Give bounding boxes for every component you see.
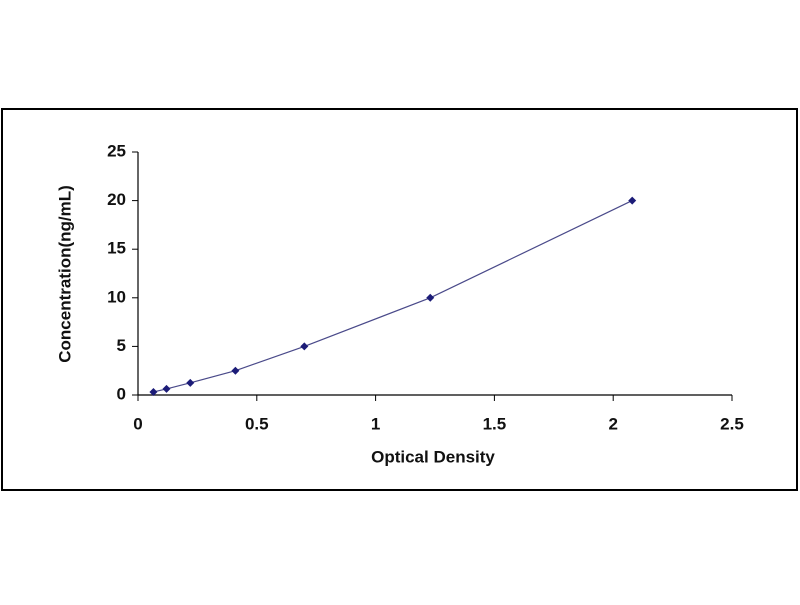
x-tick-label: 1.5 xyxy=(483,414,507,433)
y-tick-label: 10 xyxy=(107,287,126,306)
x-tick-label: 2 xyxy=(608,414,617,433)
x-axis-title: Optical Density xyxy=(371,447,495,466)
data-point xyxy=(149,387,158,396)
x-tick-label: 2.5 xyxy=(720,414,744,433)
data-point xyxy=(300,342,309,351)
data-point xyxy=(231,366,240,375)
x-tick-label: 0.5 xyxy=(245,414,269,433)
y-tick-label: 20 xyxy=(107,190,126,209)
data-point xyxy=(628,196,637,205)
y-tick-label: 15 xyxy=(107,239,126,258)
y-tick-label: 25 xyxy=(107,141,126,160)
x-tick-label: 0 xyxy=(133,414,142,433)
y-tick-label: 0 xyxy=(117,384,126,403)
chart-frame xyxy=(1,108,798,491)
data-point xyxy=(426,293,435,302)
data-point xyxy=(186,378,195,387)
data-point xyxy=(162,384,171,393)
x-tick-label: 1 xyxy=(371,414,380,433)
y-tick-label: 5 xyxy=(117,336,126,355)
y-axis-title: Concentration(ng/mL) xyxy=(55,185,74,363)
curve xyxy=(153,200,633,393)
